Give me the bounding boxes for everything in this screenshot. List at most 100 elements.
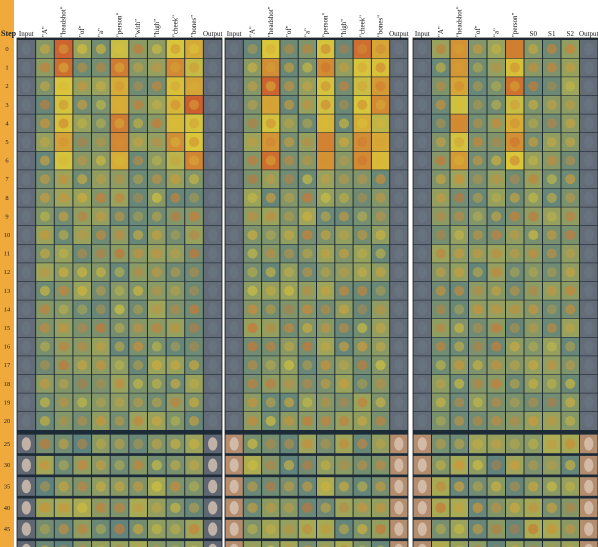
step-number: 17 (4, 362, 11, 369)
column-header: "cheek" (171, 15, 179, 37)
attention-hotspot (151, 99, 162, 110)
attention-hotspot (77, 99, 88, 110)
attention-hotspot (338, 155, 349, 166)
attention-hotspot (528, 192, 539, 203)
face-thumbnail (229, 172, 239, 186)
attention-cell (110, 455, 129, 475)
attention-hotspot (114, 459, 125, 471)
attention-hotspot (189, 155, 200, 166)
attention-cell (92, 95, 110, 114)
attention-hotspot (265, 155, 276, 166)
attention-hotspot (338, 174, 349, 185)
attention-hotspot (357, 118, 368, 129)
attention-hotspot (284, 62, 295, 73)
face-thumbnail (208, 191, 218, 205)
attention-cell (243, 541, 262, 547)
attention-cell (262, 58, 280, 77)
face-thumbnail (208, 543, 217, 547)
face-thumbnail (417, 247, 427, 261)
attention-cell (110, 170, 129, 189)
attention-cell (185, 455, 203, 475)
attention-cell (147, 374, 166, 393)
attention-cell (317, 434, 335, 454)
attention-cell (469, 58, 487, 77)
attention-hotspot (114, 360, 125, 371)
attention-cell (298, 356, 316, 375)
attention-cell (262, 498, 280, 518)
attention-hotspot (265, 136, 276, 148)
attention-hotspot (338, 438, 350, 450)
attention-hotspot (528, 438, 539, 450)
attention-cell (371, 40, 390, 58)
attention-hotspot (58, 415, 69, 427)
attention-hotspot (509, 99, 520, 110)
face-thumbnail (584, 247, 594, 261)
attention-cell (371, 434, 390, 454)
attention-cell (450, 95, 468, 114)
column-header: "A" (437, 26, 445, 37)
attention-hotspot (565, 415, 576, 427)
attention-cell (469, 77, 487, 96)
step-number: 10 (4, 232, 11, 239)
face-thumbnail (584, 116, 594, 130)
attention-hotspot (284, 267, 295, 278)
attention-cell (243, 133, 262, 151)
attention-cell (450, 226, 468, 244)
attention-hotspot (491, 415, 502, 427)
attention-cell (185, 151, 203, 170)
attention-hotspot (133, 99, 144, 110)
attention-hotspot (170, 341, 181, 352)
attention-hotspot (114, 99, 125, 110)
attention-hotspot (95, 438, 107, 450)
attention-hotspot (454, 267, 465, 278)
attention-cell (487, 40, 505, 58)
attention-hotspot (320, 460, 331, 471)
attention-hotspot (491, 378, 502, 389)
attention-cell (371, 541, 390, 547)
face-thumbnail (208, 154, 218, 168)
face-thumbnail (584, 479, 594, 494)
step-number: 15 (4, 325, 11, 332)
attention-cell (36, 477, 54, 496)
attention-hotspot (338, 341, 349, 352)
attention-cell (524, 498, 542, 518)
attention-cell (129, 498, 147, 518)
attention-hotspot (265, 62, 276, 73)
attention-cell (73, 133, 92, 151)
face-thumbnail (208, 209, 218, 223)
attention-cell (524, 393, 542, 412)
attention-cell (335, 263, 353, 282)
attention-hotspot (320, 378, 331, 389)
attention-cell (54, 300, 73, 319)
face-thumbnail (394, 395, 404, 409)
attention-hotspot (39, 459, 51, 471)
attention-hotspot (265, 174, 276, 185)
face-thumbnail (208, 479, 218, 494)
attention-hotspot (546, 397, 557, 408)
attention-hotspot (338, 304, 349, 315)
attention-cell (280, 188, 298, 207)
attention-cell (262, 244, 280, 263)
attention-hotspot (189, 211, 200, 222)
attention-hotspot (302, 136, 313, 148)
face-thumbnail (417, 302, 427, 316)
attention-cell (487, 541, 505, 547)
attention-cell (450, 77, 468, 96)
attention-hotspot (95, 378, 106, 389)
column-header: "cheek" (358, 15, 366, 37)
attention-hotspot (491, 174, 502, 185)
attention-hotspot (454, 360, 465, 371)
attention-cell (54, 455, 73, 475)
attention-hotspot (39, 43, 50, 55)
attention-hotspot (265, 460, 276, 471)
attention-cell (298, 95, 316, 114)
attention-hotspot (509, 248, 520, 259)
attention-hotspot (302, 229, 313, 241)
attention-cell (432, 226, 450, 244)
attention-hotspot (247, 460, 258, 471)
attention-hotspot (77, 81, 88, 92)
attention-hotspot (189, 192, 200, 203)
attention-hotspot (472, 174, 483, 185)
attention-hotspot (77, 285, 88, 296)
attention-hotspot (58, 459, 69, 471)
